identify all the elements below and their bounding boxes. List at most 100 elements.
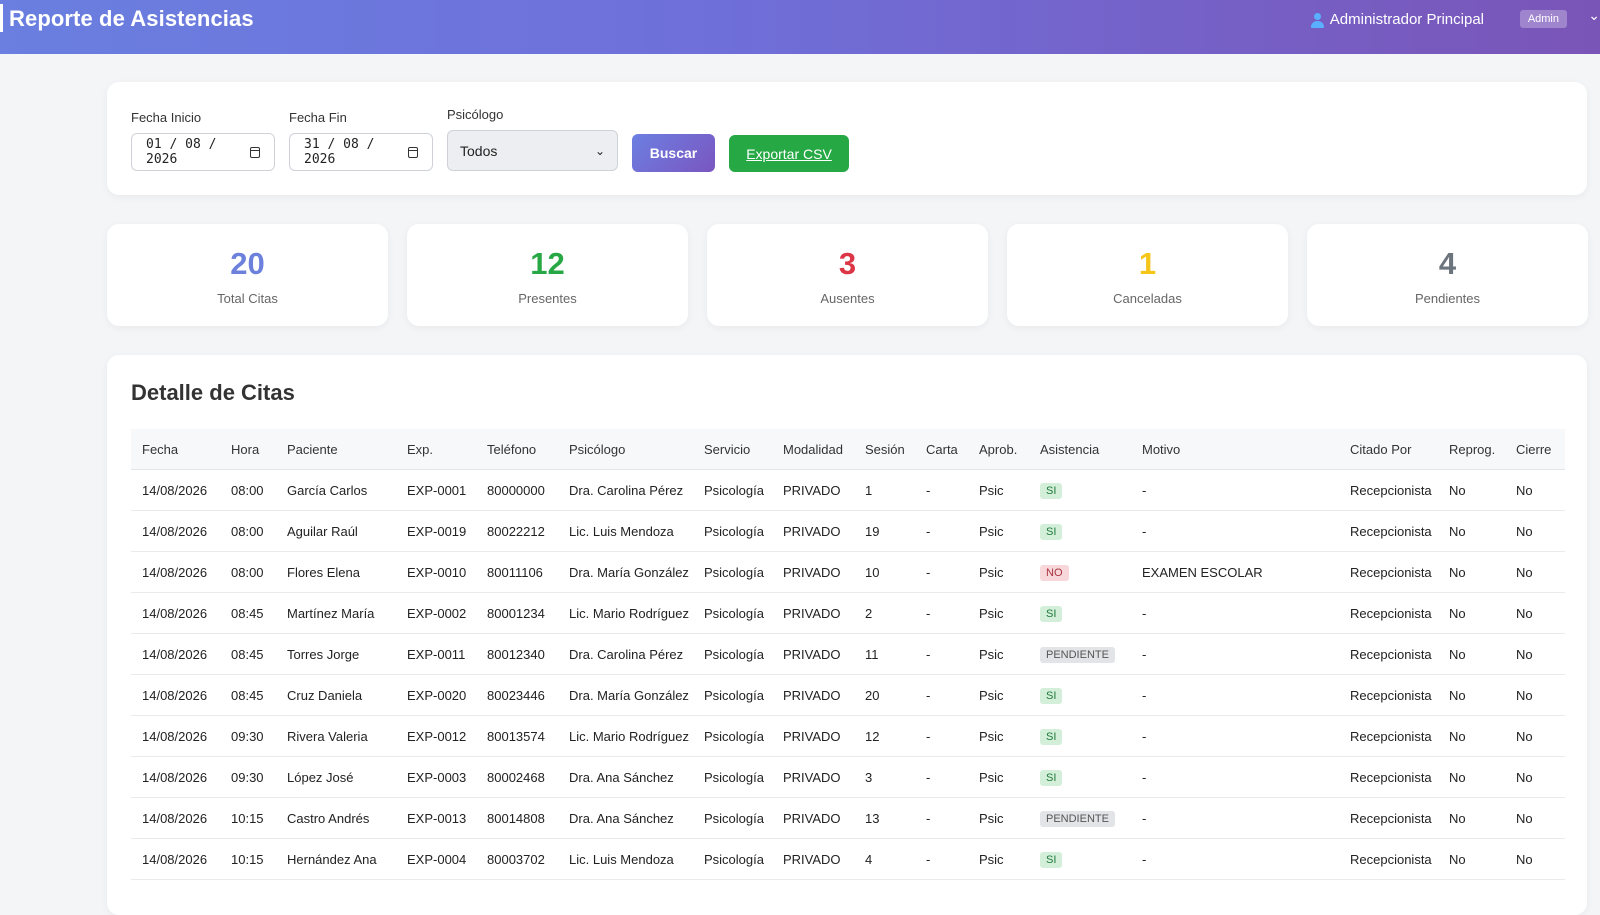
table-cell: Psic [968,592,1029,634]
user-menu[interactable]: Administrador Principal [1310,11,1484,28]
table-row[interactable]: 14/08/2026 09:30 López José EXP-0003 8000246… [131,756,1565,798]
stat-card-present: 12 Presentes [407,224,688,326]
table-cell: Psic [968,797,1029,839]
stat-label: Ausentes [820,291,875,306]
attendance-badge: NO [1040,564,1069,581]
table-cell: García Carlos [276,469,396,511]
column-header: Fecha [131,429,220,470]
calendar-icon[interactable] [407,146,418,158]
table-row[interactable]: 14/08/2026 08:45 Martínez María EXP-0002 800… [131,592,1565,634]
table-cell: EXP-0011 [396,633,476,675]
chevron-down-icon[interactable]: ⌄ [1588,7,1600,23]
table-row[interactable]: 14/08/2026 08:00 Flores Elena EXP-0010 80011… [131,551,1565,593]
stat-value: 3 [838,246,857,281]
table-cell: Recepcionista [1339,469,1438,511]
table-cell: 08:45 [220,592,276,634]
table-cell: Recepcionista [1339,838,1438,880]
table-cell: - [915,510,968,552]
calendar-icon[interactable] [249,146,260,158]
table-cell: Psicología [693,797,772,839]
table-cell: Psicología [693,633,772,675]
table-cell: Psicología [693,838,772,880]
table-cell: 80011106 [476,551,558,593]
table-cell: Psic [968,633,1029,675]
table-cell: 08:45 [220,674,276,716]
table-cell: Recepcionista [1339,797,1438,839]
table-cell: No [1505,756,1565,798]
table-cell: No [1505,510,1565,552]
table-cell: 14/08/2026 [131,756,220,798]
table-cell: SI [1029,674,1131,716]
column-header: Paciente [276,429,396,470]
table-cell: 14/08/2026 [131,715,220,757]
table-cell: 3 [854,756,915,798]
table-cell: Lic. Mario Rodríguez [558,592,693,634]
table-cell: PRIVADO [772,592,854,634]
end-date-input[interactable]: 31 / 08 / 2026 [289,133,433,171]
table-cell: No [1438,715,1505,757]
column-header: Cierre [1505,429,1565,470]
table-cell: Recepcionista [1339,592,1438,634]
table-cell: PRIVADO [772,633,854,675]
stat-card-absent: 3 Ausentes [707,224,988,326]
attendance-badge: SI [1040,605,1063,622]
table-row[interactable]: 14/08/2026 08:45 Cruz Daniela EXP-0020 80023… [131,674,1565,716]
table-cell: Recepcionista [1339,756,1438,798]
column-header: Sesión [854,429,915,470]
table-cell: 08:00 [220,551,276,593]
table-cell: - [915,797,968,839]
start-date-input[interactable]: 01 / 08 / 2026 [131,133,275,171]
column-header: Modalidad [772,429,854,470]
table-cell: No [1505,715,1565,757]
table-cell: 80022212 [476,510,558,552]
table-cell: No [1505,592,1565,634]
table-cell: EXP-0010 [396,551,476,593]
table-cell: - [915,469,968,511]
table-row[interactable]: 14/08/2026 08:00 García Carlos EXP-0001 8000… [131,469,1565,511]
table-cell: SI [1029,510,1131,552]
search-button[interactable]: Buscar [632,134,715,172]
table-cell: Cruz Daniela [276,674,396,716]
psychologist-label: Psicólogo [447,107,504,122]
table-cell: Psicología [693,715,772,757]
psychologist-select[interactable]: Todos ⌄ [447,130,618,171]
stat-label: Pendientes [1414,291,1481,306]
column-header: Reprog. [1438,429,1505,470]
table-cell: - [1131,592,1339,634]
table-cell: - [1131,715,1339,757]
table-cell: No [1438,674,1505,716]
table-cell: 80000000 [476,469,558,511]
table-cell: Psic [968,838,1029,880]
stat-value: 4 [1438,246,1457,281]
table-cell: EXP-0004 [396,838,476,880]
table-cell: 1 [854,469,915,511]
table-cell: 80002468 [476,756,558,798]
table-row[interactable]: 14/08/2026 09:30 Rivera Valeria EXP-0012 800… [131,715,1565,757]
export-csv-button[interactable]: Exportar CSV [729,135,849,172]
table-cell: Lic. Luis Mendoza [558,838,693,880]
appointments-detail-card: Detalle de Citas Fecha Hora Paciente Exp. Te… [107,355,1587,915]
table-cell: Lic. Luis Mendoza [558,510,693,552]
table-cell: No [1505,469,1565,511]
role-badge: Admin [1519,10,1567,28]
table-cell: Dra. Ana Sánchez [558,797,693,839]
table-cell: EXP-0012 [396,715,476,757]
table-row[interactable]: 14/08/2026 08:00 Aguilar Raúl EXP-0019 80022… [131,510,1565,552]
table-row[interactable]: 14/08/2026 10:15 Castro Andrés EXP-0013 8001… [131,797,1565,839]
table-cell: EXP-0020 [396,674,476,716]
table-cell: López José [276,756,396,798]
table-cell: SI [1029,756,1131,798]
table-cell: Hernández Ana [276,838,396,880]
table-cell: Psicología [693,469,772,511]
column-header: Aprob. [968,429,1029,470]
table-cell: Rivera Valeria [276,715,396,757]
table-cell: No [1438,592,1505,634]
table-cell: 10:15 [220,797,276,839]
table-row[interactable]: 14/08/2026 10:15 Hernández Ana EXP-0004 8000… [131,838,1565,880]
table-row[interactable]: 14/08/2026 08:45 Torres Jorge EXP-0011 80012… [131,633,1565,675]
column-header: Carta [915,429,968,470]
table-cell: Lic. Mario Rodríguez [558,715,693,757]
table-cell: PRIVADO [772,797,854,839]
table-cell: Psicología [693,674,772,716]
table-cell: No [1438,633,1505,675]
